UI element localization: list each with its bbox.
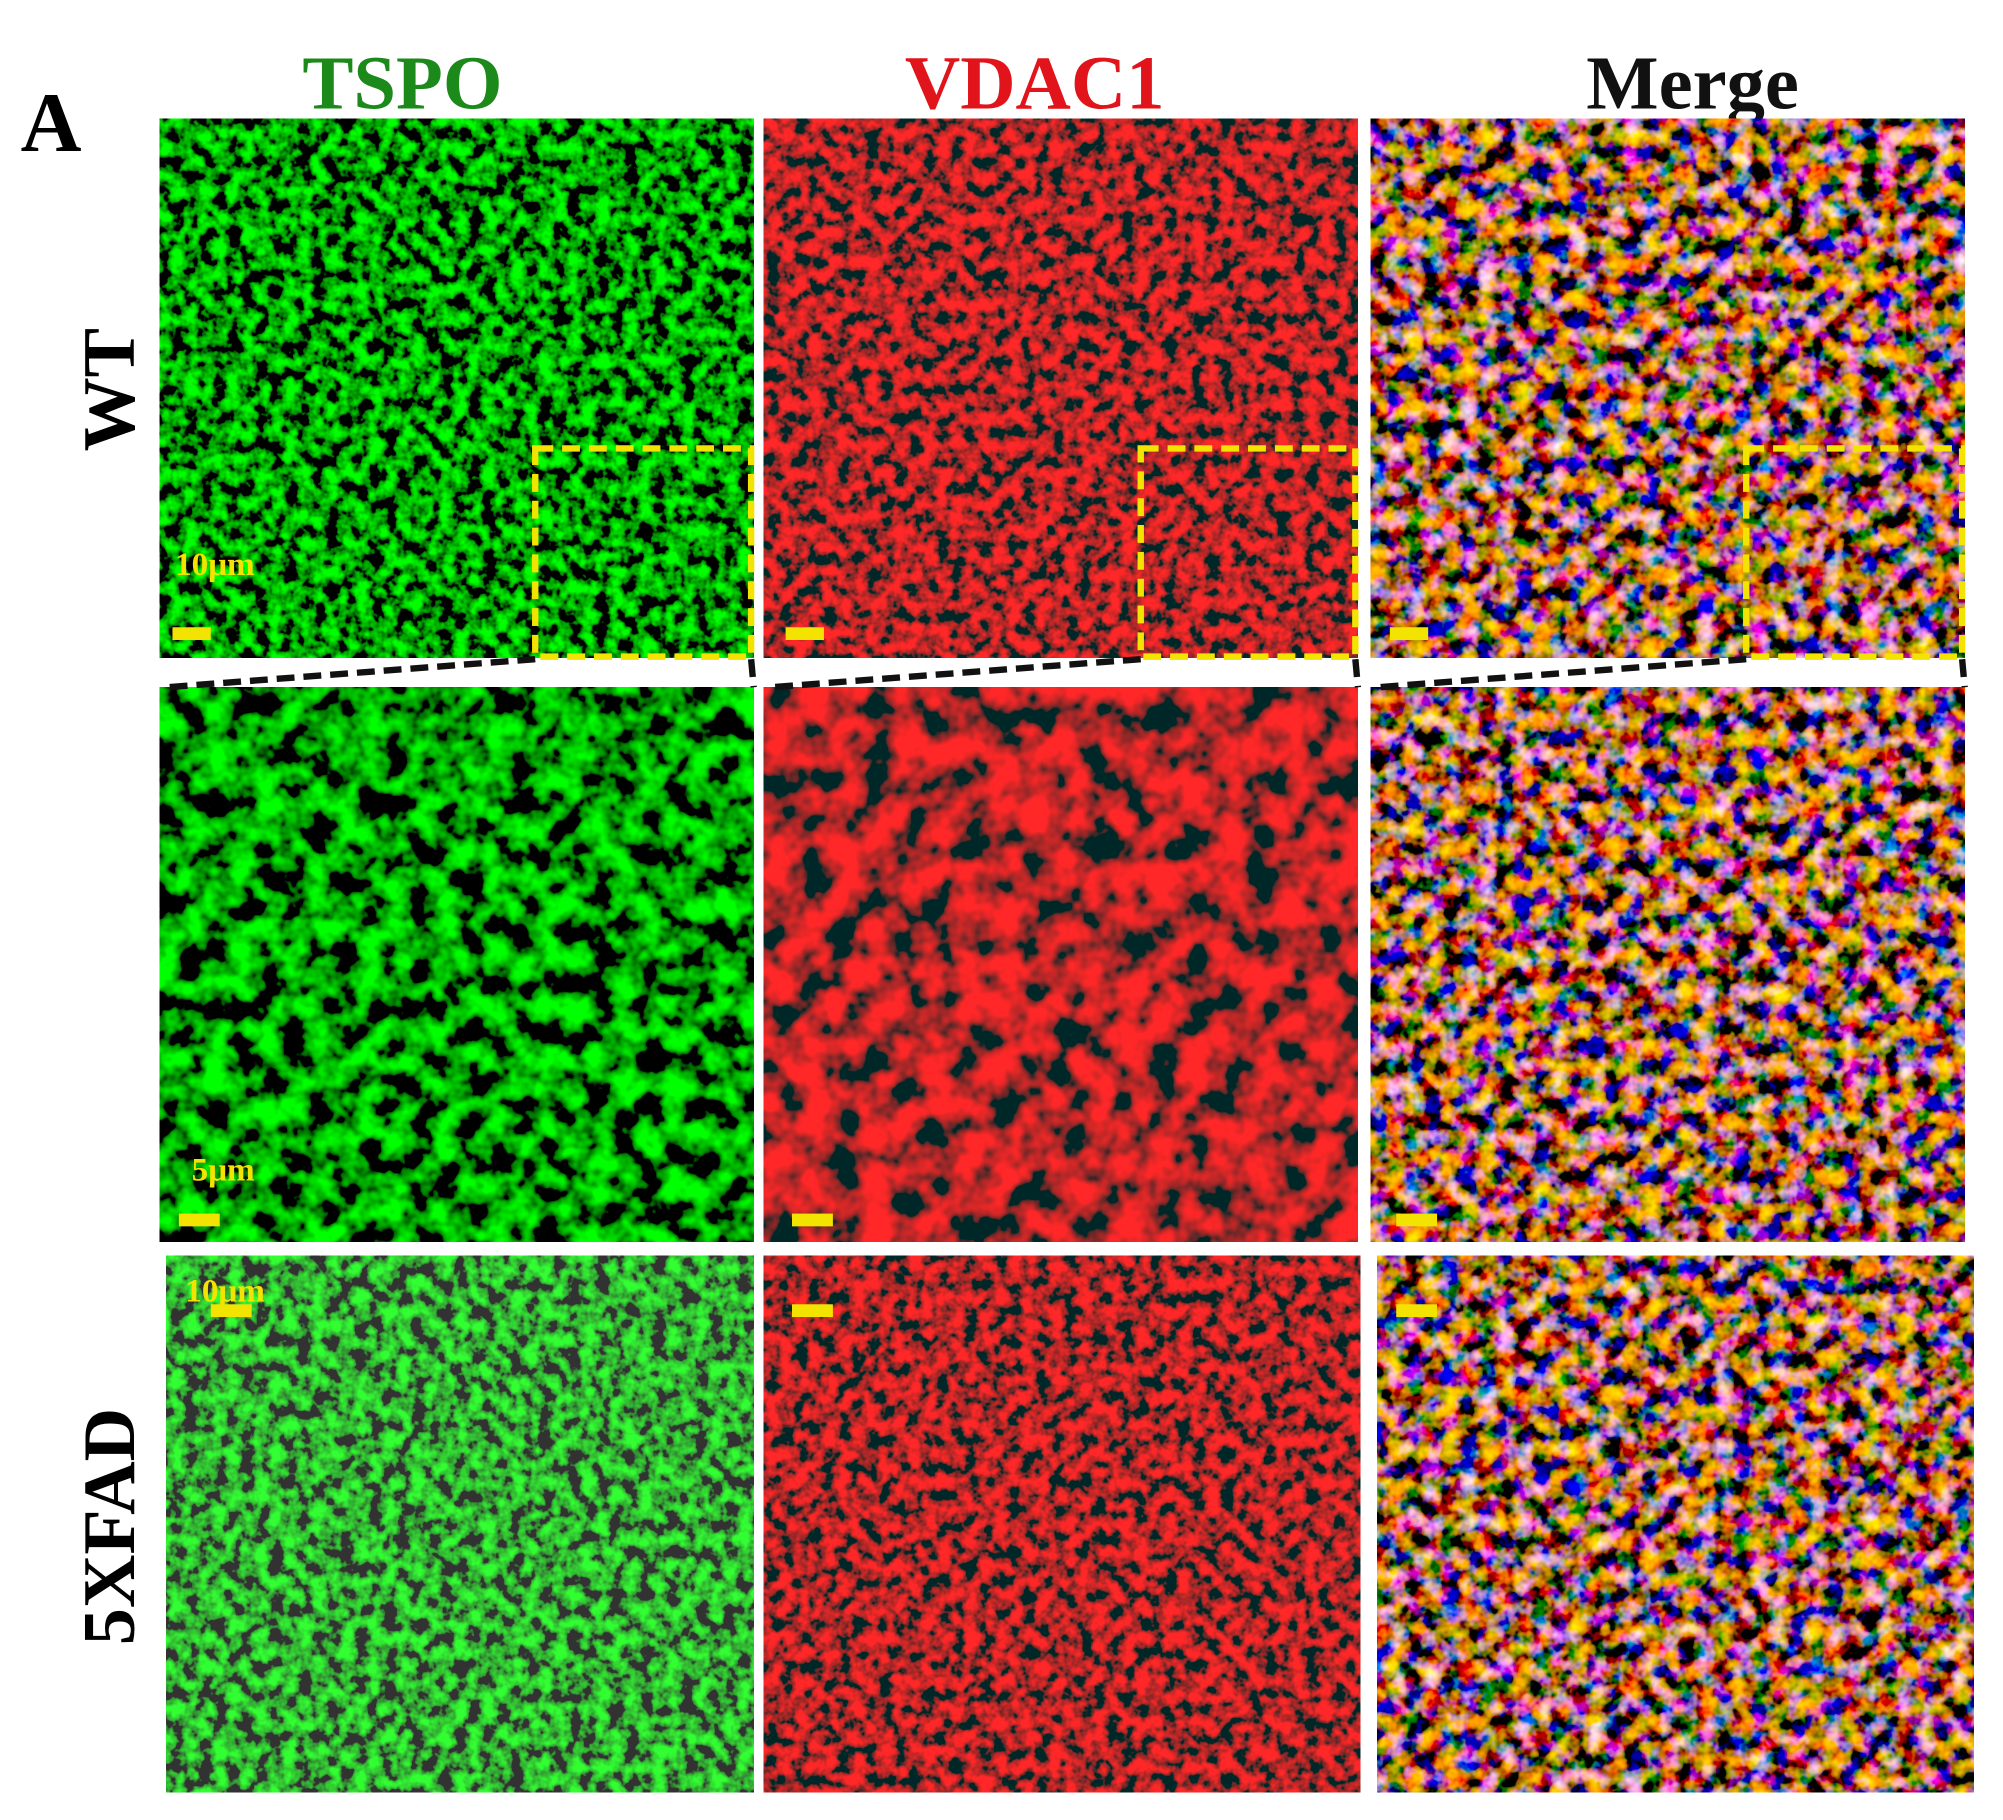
zoom-link <box>165 655 536 691</box>
column-header: Merge <box>1586 41 1799 126</box>
column-header: TSPO <box>302 41 502 126</box>
zoom-box <box>532 445 755 660</box>
micrograph <box>763 1255 1361 1793</box>
panel-label: A <box>21 77 82 170</box>
zoom-box <box>1743 445 1966 660</box>
zoom-link <box>1352 658 1362 688</box>
scale-bar <box>172 627 211 641</box>
micrograph <box>1370 687 1965 1242</box>
zoom-box <box>1137 445 1359 660</box>
scale-label: 5μm <box>192 1151 255 1188</box>
scale-bar <box>792 1213 833 1227</box>
scale-bar <box>210 1304 252 1318</box>
micrograph <box>159 118 754 658</box>
micrograph <box>1370 118 1965 658</box>
scale-bar <box>1396 1213 1438 1227</box>
scale-bar <box>1389 627 1429 641</box>
micrograph <box>159 687 754 1242</box>
row-label: 5XFAD <box>69 1408 151 1645</box>
micrograph <box>166 1255 754 1793</box>
zoom-link <box>1376 655 1747 691</box>
column-header: VDAC1 <box>905 41 1165 126</box>
scale-bar <box>785 627 824 641</box>
scale-label: 10μm <box>175 546 255 583</box>
micrograph <box>763 118 1358 658</box>
micrograph <box>1377 1255 1974 1793</box>
micrograph <box>763 687 1358 1242</box>
zoom-link <box>747 658 757 688</box>
scale-label: 10μm <box>185 1273 265 1310</box>
row-label: WT <box>69 328 151 451</box>
zoom-link <box>1958 658 1968 688</box>
scale-bar <box>792 1304 833 1318</box>
zoom-link <box>770 655 1141 691</box>
scale-bar <box>1396 1304 1438 1318</box>
scale-bar <box>178 1213 220 1227</box>
